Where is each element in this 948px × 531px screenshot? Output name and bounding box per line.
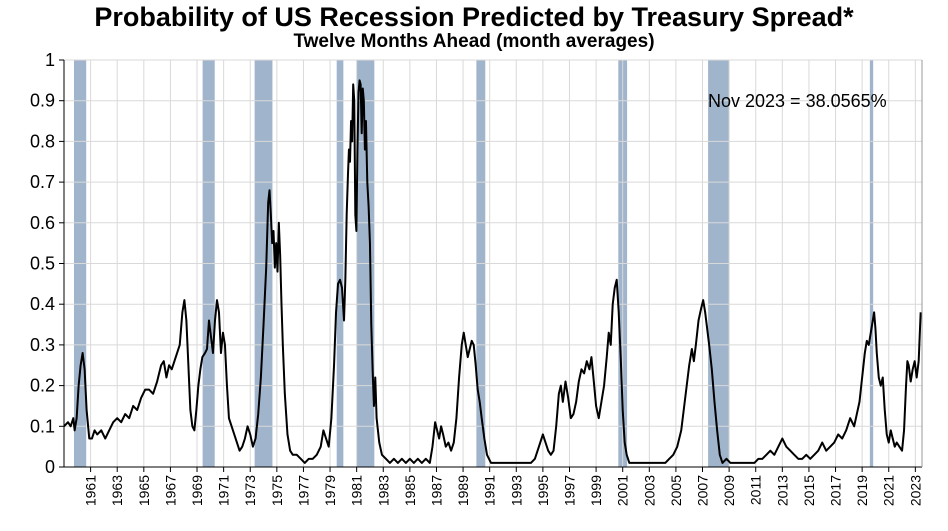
x-tick-label: 1973 xyxy=(242,475,258,506)
gridlines xyxy=(64,59,922,468)
x-tick-label: 2021 xyxy=(881,475,897,506)
x-tick-label: 1989 xyxy=(455,475,471,506)
x-tick-label: 1981 xyxy=(349,475,365,506)
x-tick-label: 1997 xyxy=(562,475,578,506)
x-tick-label: 1983 xyxy=(375,475,391,506)
x-tick-label: 1987 xyxy=(429,475,445,506)
x-tick-label: 2007 xyxy=(695,475,711,506)
x-tick-label: 1971 xyxy=(216,475,232,506)
y-tick-label: 0.8 xyxy=(30,131,55,151)
x-tick-label: 1999 xyxy=(588,475,604,506)
x-tick-label: 1979 xyxy=(322,475,338,506)
y-tick-label: 0.7 xyxy=(30,172,55,192)
x-tick-label: 1961 xyxy=(83,475,99,506)
x-tick-labels: 1961 1963 1965 1967 1969 1971 1973 1975 1977 1979… xyxy=(83,475,924,506)
recession-probability-line xyxy=(63,79,922,464)
x-tick-label: 2013 xyxy=(774,475,790,506)
x-tick-label: 1975 xyxy=(269,475,285,506)
x-tick-label: 2003 xyxy=(641,475,657,506)
y-tick-label: 0.4 xyxy=(30,294,55,314)
y-tick-label: 0.5 xyxy=(30,254,55,274)
y-tick-label: 0.2 xyxy=(30,376,55,396)
x-tick-label: 1977 xyxy=(295,475,311,506)
latest-value-annotation: Nov 2023 = 38.0565% xyxy=(708,91,887,111)
y-tick-label: 1 xyxy=(45,50,55,70)
x-tick-label: 2019 xyxy=(854,475,870,506)
y-tick-label: 0.1 xyxy=(30,416,55,436)
x-tick-label: 1991 xyxy=(482,475,498,506)
x-tick-label: 1963 xyxy=(109,475,125,506)
x-tick-label: 1967 xyxy=(162,475,178,506)
y-tick-label: 0 xyxy=(45,457,55,477)
x-tick-label: 2011 xyxy=(748,475,764,505)
y-tick-label: 0.3 xyxy=(30,335,55,355)
y-tick-label: 0.6 xyxy=(30,213,55,233)
axes xyxy=(59,59,923,472)
y-tick-label: 0.9 xyxy=(30,91,55,111)
x-tick-label: 2017 xyxy=(828,475,844,506)
x-tick-label: 1993 xyxy=(508,475,524,506)
x-tick-label: 1965 xyxy=(136,475,152,506)
series-group xyxy=(63,79,922,464)
x-tick-label: 1995 xyxy=(535,475,551,506)
chart-title: Probability of US Recession Predicted by… xyxy=(94,2,854,32)
x-tick-label: 1985 xyxy=(402,475,418,506)
x-tick-label: 1969 xyxy=(189,475,205,506)
x-tick-label: 2005 xyxy=(668,475,684,506)
x-tick-label: 2001 xyxy=(615,475,631,506)
x-tick-label: 2015 xyxy=(801,475,817,506)
chart-subtitle: Twelve Months Ahead (month averages) xyxy=(293,31,655,52)
y-tick-labels: 0 0.1 0.2 0.3 0.4 0.5 0.6 0.7 0.8 0.9 1 xyxy=(30,50,55,477)
x-tick-label: 2009 xyxy=(721,475,737,506)
x-tick-label: 2023 xyxy=(907,475,923,506)
